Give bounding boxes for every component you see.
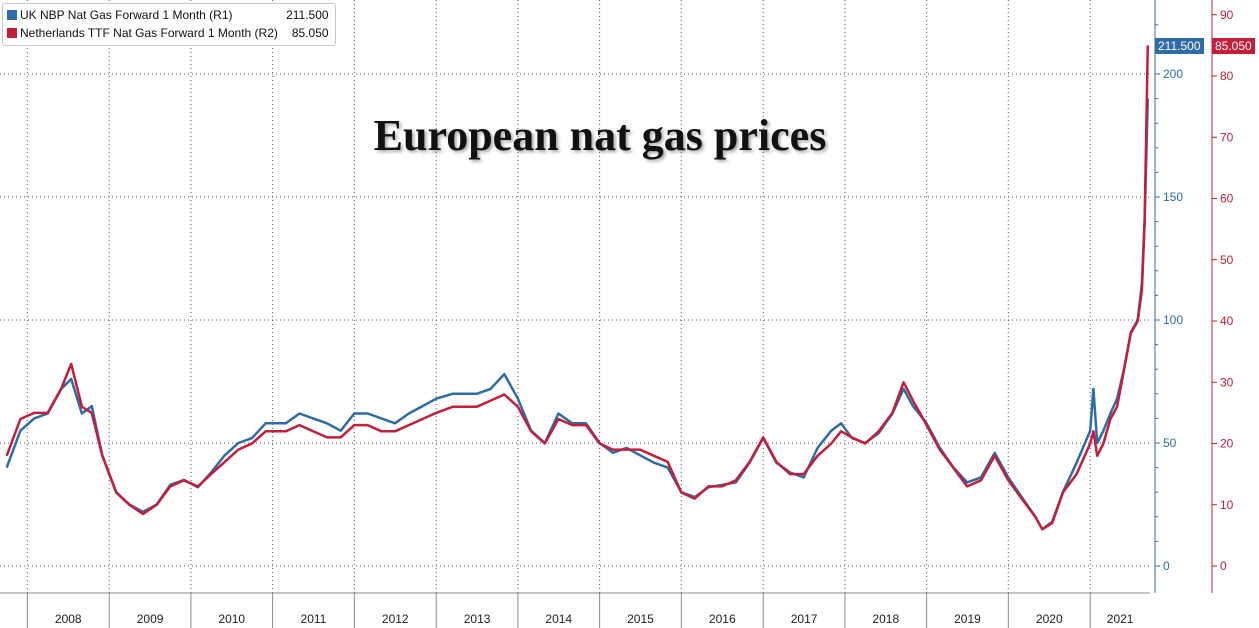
x-tick-label: 2017 [791,612,818,626]
x-tick-label: 2015 [627,612,654,626]
r1-tick-label: 100 [1163,313,1183,327]
r2-tick-label: 50 [1220,253,1234,267]
legend-item-uk-nbp[interactable]: UK NBP Nat Gas Forward 1 Month (R1) 211.… [7,6,329,24]
x-tick-label: 2016 [709,612,736,626]
legend-swatch-netherlands-ttf [7,28,17,38]
x-tick-label: 2019 [954,612,981,626]
series-line-uk-nbp [5,98,1150,531]
x-tick-label: 2020 [1036,612,1063,626]
chart-title: European nat gas prices [373,111,827,160]
x-tick-label: 2010 [218,612,245,626]
x-tick-label: 2009 [137,612,164,626]
series-line-netherlands-ttf [5,45,1150,531]
legend-value-netherlands-ttf: 85.050 [291,26,329,40]
r2-tick-label: 0 [1220,559,1227,573]
r1-tick-label: 200 [1163,67,1183,81]
legend-value-uk-nbp: 211.500 [286,8,329,22]
r1-tick-label: 0 [1163,559,1170,573]
x-tick-label: 2013 [464,612,491,626]
r2-tick-label: 70 [1220,130,1234,144]
legend: UK NBP Nat Gas Forward 1 Month (R1) 211.… [2,3,336,46]
r2-tick-label: 30 [1220,375,1234,389]
x-tick-label: 2018 [872,612,899,626]
r2-tick-label: 40 [1220,314,1234,328]
r2-tick-label: 20 [1220,437,1234,451]
r2-tick-label: 10 [1220,498,1234,512]
value-tag-r1: 211.500 [1155,38,1204,54]
x-tick-label: 2011 [301,612,327,626]
grid [0,0,1150,593]
series-lines [5,45,1150,531]
legend-label-netherlands-ttf: Netherlands TTF Nat Gas Forward 1 Month … [20,26,278,40]
x-tick-label: 2008 [55,612,82,626]
legend-item-netherlands-ttf[interactable]: Netherlands TTF Nat Gas Forward 1 Month … [7,24,329,42]
x-tick-label: 2014 [545,612,572,626]
r1-tick-label: 50 [1163,436,1177,450]
value-tag-r2: 85.050 [1212,38,1255,54]
r2-tick-label: 90 [1220,8,1234,22]
legend-label-uk-nbp: UK NBP Nat Gas Forward 1 Month (R1) [20,8,233,22]
x-tick-label: 2012 [382,612,409,626]
r1-tick-label: 150 [1163,190,1183,204]
r2-tick-label: 60 [1220,192,1234,206]
legend-swatch-uk-nbp [7,10,17,20]
r2-tick-label: 80 [1220,69,1234,83]
x-tick-label: 2021 [1107,612,1134,626]
